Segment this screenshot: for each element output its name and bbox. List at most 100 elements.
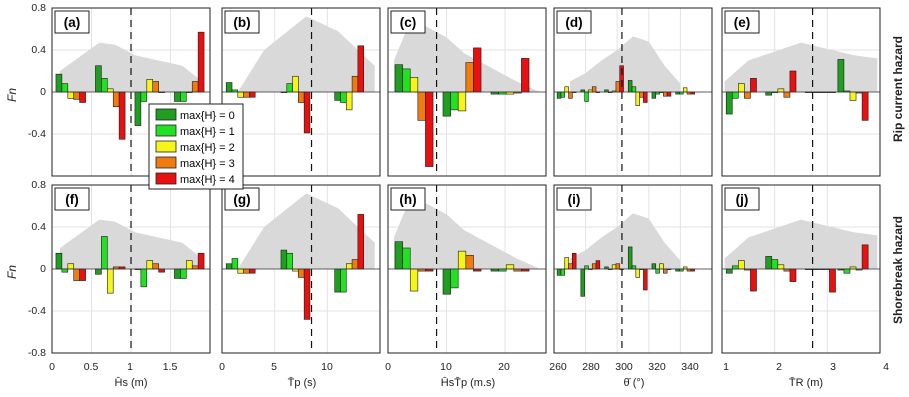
bar-f-bin2-h2 xyxy=(146,260,154,270)
bar-h-bin2-h2 xyxy=(505,264,515,270)
bar-i-bin1-h3 xyxy=(591,263,597,270)
bar-a-bin0-h1 xyxy=(61,83,69,93)
bar-d-bin4-h4 xyxy=(666,91,672,97)
xtick-f-1: 0.5 xyxy=(84,361,99,373)
panel-label-box-a xyxy=(54,10,90,34)
x-axis-label-h: H̄sT̄p (m.s) xyxy=(441,376,495,389)
bar-d-bin4-h3 xyxy=(663,91,668,97)
panel-frame-e xyxy=(721,7,881,177)
bar-c-bin2-h4 xyxy=(521,58,530,93)
bar-d-bin4-h0 xyxy=(651,91,657,99)
bar-e-bin0-h1 xyxy=(731,91,739,99)
y-axis-label-bottom: Fn xyxy=(5,265,19,279)
bar-j-bin3-h4 xyxy=(861,244,869,270)
bar-d-bin0-h3 xyxy=(568,91,573,99)
bar-c-bin1-h3 xyxy=(465,62,474,93)
distribution-area-b xyxy=(237,16,375,92)
xtick-g-1: 5 xyxy=(271,361,277,373)
overlay-layer: (a) (b) (c) (d) (e) (f) (g) (h) (i) (j) xyxy=(51,7,881,354)
bar-g-bin0-h1 xyxy=(231,258,239,270)
legend-swatch-h1 xyxy=(155,124,177,137)
bar-c-bin0-h0 xyxy=(394,64,403,93)
bar-i-bin3-h2 xyxy=(635,268,640,278)
bar-i-bin4-h3 xyxy=(663,268,668,274)
distribution-area-h xyxy=(393,195,541,269)
x-ticks-g: 0 5 10 xyxy=(219,361,333,373)
bar-b-bin1-h2 xyxy=(292,75,299,93)
bar-f-bin3-h0 xyxy=(174,268,181,279)
bar-a-bin1-h0 xyxy=(95,65,102,93)
row-label-rip: Rip current hazard xyxy=(891,36,905,142)
bar-j-bin0-h2 xyxy=(738,260,745,270)
bar-a-bin2-h0 xyxy=(134,91,142,126)
panel-frame-f xyxy=(51,184,211,354)
bar-d-bin3-h2 xyxy=(635,91,640,106)
panel-label-j: (j) xyxy=(736,192,749,207)
panel-label-box-i xyxy=(556,187,592,211)
panel-frame-g xyxy=(221,184,381,354)
bar-c-bin0-h4 xyxy=(425,91,434,167)
bar-d-bin2-h3 xyxy=(615,81,621,93)
ytick-bot-2: 0 xyxy=(40,263,46,275)
bar-f-bin2-h3 xyxy=(152,263,159,270)
bar-a-bin2-h1 xyxy=(140,91,148,102)
panel-label-box-j xyxy=(724,187,760,211)
bar-g-bin0-h2 xyxy=(237,268,244,274)
bar-g-bin1-h0 xyxy=(280,249,288,270)
bar-j-bin0-h1 xyxy=(731,265,739,270)
legend-label-h1: max{H} = 1 xyxy=(180,126,235,138)
bar-c-bin0-h3 xyxy=(417,91,426,121)
ytick-bot-4: -0.8 xyxy=(28,347,46,359)
ytick-bot-1: 0.4 xyxy=(31,221,46,233)
bar-b-bin2-h0 xyxy=(334,91,341,101)
bar-b-bin2-h4 xyxy=(357,45,364,93)
panel-label-d: (d) xyxy=(565,15,582,30)
bar-a-bin1-h3 xyxy=(112,91,120,107)
bar-a-bin3-h0 xyxy=(174,91,181,102)
bar-a-bin0-h2 xyxy=(67,91,75,99)
bar-i-bin0-h0 xyxy=(556,268,562,276)
bar-i-bin0-h4 xyxy=(572,252,577,270)
bar-a-bin1-h1 xyxy=(101,78,108,93)
distribution-area-g xyxy=(237,193,375,269)
bar-e-bin3-h2 xyxy=(849,91,857,101)
bar-i-bin2-h3 xyxy=(615,263,621,270)
bar-j-bin1-h4 xyxy=(789,268,797,282)
bar-g-bin0-h3 xyxy=(243,268,250,274)
bar-e-bin0-h3 xyxy=(744,91,751,99)
bar-i-bin0-h3 xyxy=(568,263,573,270)
bar-b-bin0-h2 xyxy=(237,91,244,98)
xtick-f-0: 0 xyxy=(49,361,55,373)
bar-e-bin0-h0 xyxy=(725,91,733,115)
panel-label-box-e xyxy=(724,10,760,34)
xtick-i-3: 320 xyxy=(648,361,666,373)
xtick-f-3: 1.5 xyxy=(163,361,178,373)
bar-b-bin2-h2 xyxy=(345,91,353,111)
ytick-bot-3: -0.4 xyxy=(28,305,46,317)
bar-e-bin3-h4 xyxy=(861,91,869,121)
panel-label-box-b xyxy=(224,10,260,34)
bar-f-bin2-h1 xyxy=(140,268,148,288)
bar-d-bin0-h1 xyxy=(560,91,566,98)
xtick-h-0: 0 xyxy=(385,361,391,373)
bar-f-bin3-h1 xyxy=(180,268,187,279)
bar-b-bin0-h3 xyxy=(243,91,250,98)
bar-a-bin0-h4 xyxy=(79,91,86,103)
bar-f-bin0-h2 xyxy=(67,263,75,270)
xtick-f-2: 1 xyxy=(127,361,133,373)
bar-i-bin0-h1 xyxy=(560,268,566,276)
bar-c-bin1-h4 xyxy=(473,47,482,93)
xtick-i-1: 280 xyxy=(582,361,600,373)
legend-label-h3: max{H} = 3 xyxy=(180,158,235,170)
bar-f-bin3-h3 xyxy=(191,265,199,270)
bar-i-bin3-h0 xyxy=(627,246,633,270)
bar-f-bin0-h0 xyxy=(55,252,63,270)
bar-a-bin1-h2 xyxy=(107,88,114,93)
ytick-bot-0: 0.8 xyxy=(31,179,46,191)
bar-a-bin2-h2 xyxy=(146,79,154,93)
bar-i-bin4-h0 xyxy=(651,263,657,270)
bar-f-bin1-h2 xyxy=(107,268,114,294)
bar-a-bin1-h4 xyxy=(118,91,126,140)
x-axis-label-f: H̄s (m) xyxy=(115,376,148,389)
bar-d-bin3-h3 xyxy=(639,91,644,98)
